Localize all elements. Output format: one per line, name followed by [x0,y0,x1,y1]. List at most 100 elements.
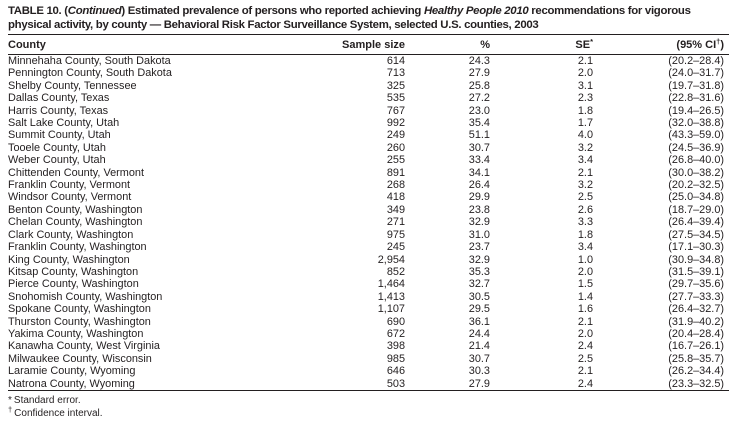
cell-county: Summit County, Utah [8,129,111,142]
cell-sample-size: 975 [386,228,405,241]
cell-percent: 30.7 [468,352,490,365]
cell-county: Minnehaha County, South Dakota [8,55,171,67]
cell-sample-size: 713 [386,67,405,80]
cell-ci: (25.8–35.7) [668,352,724,365]
cell-ci: (16.7–26.1) [668,340,724,353]
cell-se: 1.0 [577,253,593,266]
cell-se: 2.6 [577,203,593,216]
cell-se: 2.4 [494,377,595,391]
table-row: Shelby County, Tennessee 325 25.8 3.1 (1… [8,80,729,92]
cell-sample-size: 503 [335,377,407,391]
cell-se: 2.1 [577,166,593,179]
cell-county: Chelan County, Washington [8,216,143,229]
table-row: Thurston County, Washington 690 36.1 2.1… [8,316,729,328]
cell-percent: 35.4 [468,117,490,130]
cell-ci: (19.7–31.8) [668,79,724,92]
cell-percent: 25.8 [468,79,490,92]
se-asterisk: * [590,37,593,46]
title-segment-italic: Continued [67,5,122,17]
cell-percent: 31.0 [468,228,490,241]
cell-county: Pierce County, Washington [8,278,139,291]
table-page: TABLE 10. (Continued) Estimated prevalen… [8,4,729,420]
cell-percent: 26.4 [468,179,490,192]
cell-county: Franklin County, Vermont [8,179,131,192]
cell-se: 3.4 [577,154,593,167]
table-row: Kanawha County, West Virginia 398 21.4 2… [8,340,729,352]
cell-se: 1.8 [577,104,593,117]
cell-sample-size: 1,107 [377,303,405,316]
cell-sample-size: 398 [386,340,405,353]
cell-percent: 27.9 [407,377,494,391]
cell-se: 2.5 [577,191,593,204]
cell-se: 3.3 [577,216,593,229]
cell-percent: 29.5 [468,303,490,316]
cell-se: 4.0 [577,129,593,142]
cell-se: 1.5 [577,278,593,291]
cell-percent: 23.7 [468,241,490,254]
cell-sample-size: 249 [386,129,405,142]
table-row: Snohomish County, Washington 1,413 30.5 … [8,291,729,303]
cell-county: Benton County, Washington [8,203,143,216]
cell-se: 1.4 [577,290,593,303]
cell-county: Kitsap County, Washington [8,265,139,278]
cell-county: Snohomish County, Washington [8,290,163,303]
cell-county: Harris County, Texas [8,104,109,117]
column-header-ci: (95% CI†) [595,34,729,55]
title-segment: recommendations for vigorous physical ac… [8,5,691,31]
cell-county: Shelby County, Tennessee [8,79,137,92]
cell-county: Franklin County, Washington [8,241,147,254]
cell-percent: 27.2 [468,92,490,105]
cell-sample-size: 260 [386,141,405,154]
cell-county: Milwaukee County, Wisconsin [8,352,152,365]
table-row: Harris County, Texas 767 23.0 1.8 (19.4–… [8,105,729,117]
cell-sample-size: 672 [386,327,405,340]
cell-se: 1.8 [577,228,593,241]
cell-percent: 32.9 [468,253,490,266]
cell-sample-size: 271 [386,216,405,229]
cell-ci: (27.7–33.3) [668,290,724,303]
table-row: Franklin County, Vermont 268 26.4 3.2 (2… [8,179,729,191]
cell-percent: 24.4 [468,327,490,340]
prevalence-table: County Sample size % SE* (95% CI†) Minne… [8,34,729,391]
table-row: Laramie County, Wyoming 646 30.3 2.1 (26… [8,365,729,377]
cell-sample-size: 418 [386,191,405,204]
cell-se: 2.5 [577,352,593,365]
cell-sample-size: 614 [386,55,405,67]
table-row: Salt Lake County, Utah 992 35.4 1.7 (32.… [8,117,729,129]
table-row: King County, Washington 2,954 32.9 1.0 (… [8,254,729,266]
cell-ci: (43.3–59.0) [668,129,724,142]
cell-county: Thurston County, Washington [8,315,151,328]
cell-county: Natrona County, Wyoming [8,377,335,391]
cell-se: 2.1 [577,55,593,67]
cell-ci: (20.2–28.4) [668,55,724,67]
cell-ci: (22.8–31.6) [668,92,724,105]
table-row: Chelan County, Washington 271 32.9 3.3 (… [8,216,729,228]
cell-se: 3.1 [577,79,593,92]
title-segment: TABLE 10. ( [8,5,68,17]
table-title: TABLE 10. (Continued) Estimated prevalen… [8,4,729,32]
cell-sample-size: 690 [386,315,405,328]
cell-sample-size: 852 [386,265,405,278]
table-row: Summit County, Utah 249 51.1 4.0 (43.3–5… [8,129,729,141]
cell-ci: (29.7–35.6) [668,278,724,291]
cell-ci: (31.9–40.2) [668,315,724,328]
table-row: Spokane County, Washington 1,107 29.5 1.… [8,303,729,315]
cell-percent: 27.9 [468,67,490,80]
cell-sample-size: 245 [386,241,405,254]
column-header-county: County [8,34,335,55]
cell-sample-size: 325 [386,79,405,92]
cell-percent: 30.5 [468,290,490,303]
cell-se: 1.7 [577,117,593,130]
footnotes: * Standard error. † Confidence interval. [8,391,729,420]
dagger-marker: † [8,405,13,415]
cell-se: 2.4 [577,340,593,353]
cell-se: 3.4 [577,241,593,254]
table-row: Tooele County, Utah 260 30.7 3.2 (24.5–3… [8,142,729,154]
table-row: Natrona County, Wyoming 503 27.9 2.4 (23… [8,377,729,391]
cell-percent: 23.0 [468,104,490,117]
cell-ci: (26.8–40.0) [668,154,724,167]
cell-sample-size: 2,954 [377,253,405,266]
cell-county: Tooele County, Utah [8,141,106,154]
table-row: Benton County, Washington 349 23.8 2.6 (… [8,204,729,216]
cell-se: 2.1 [577,365,593,378]
